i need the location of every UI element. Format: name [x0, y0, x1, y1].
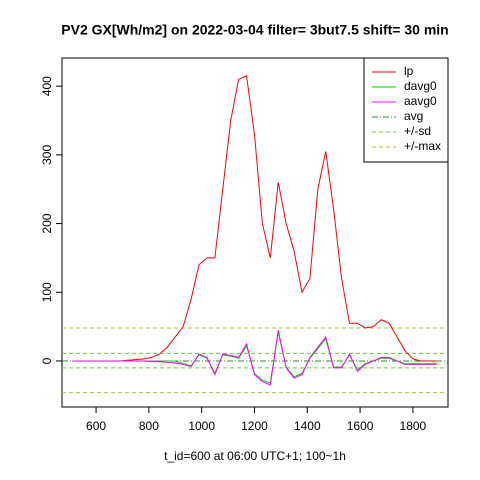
chart-title: PV2 GX[Wh/m2] on 2022-03-04 filter= 3but…: [61, 22, 448, 38]
x-tick-label: 1800: [400, 419, 427, 433]
legend-label: aavg0: [404, 94, 437, 108]
x-tick-label: 600: [86, 419, 106, 433]
legend-box: [363, 57, 449, 163]
y-tick-label: 200: [40, 213, 54, 233]
x-tick-label: 800: [139, 419, 159, 433]
x-tick-label: 1400: [294, 419, 321, 433]
y-tick-label: 400: [40, 76, 54, 96]
legend-label: davg0: [404, 79, 437, 93]
legend-label: +/-sd: [404, 124, 431, 138]
legend-label: avg: [404, 109, 423, 123]
y-tick-label: 0: [40, 357, 54, 364]
legend-label: +/-max: [404, 139, 441, 153]
x-tick-label: 1000: [188, 419, 215, 433]
x-tick-label: 1600: [347, 419, 374, 433]
y-tick-label: 300: [40, 145, 54, 165]
y-tick-label: 100: [40, 282, 54, 302]
legend-label: lp: [404, 64, 414, 78]
series-line: [72, 329, 437, 386]
series-line: [72, 75, 437, 362]
x-tick-label: 1200: [241, 419, 268, 433]
x-axis-label: t_id=600 at 06:00 UTC+1; 100~1h: [164, 449, 346, 463]
